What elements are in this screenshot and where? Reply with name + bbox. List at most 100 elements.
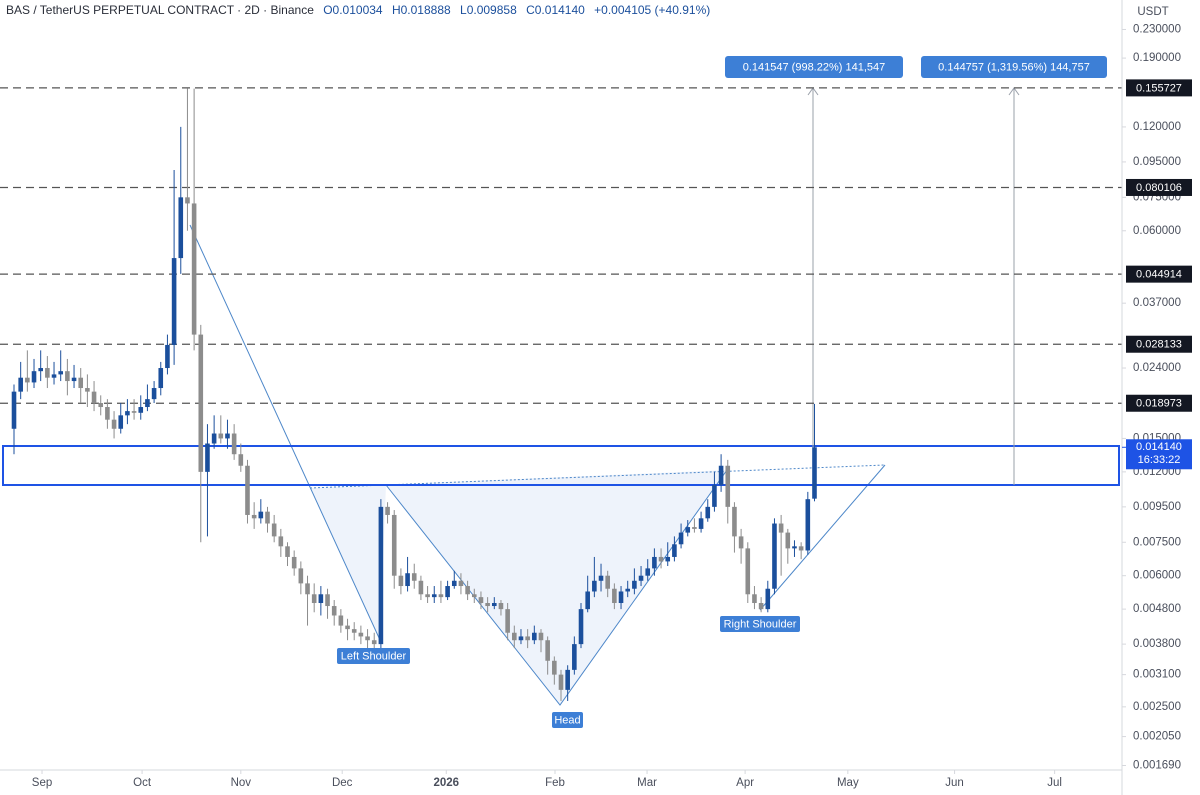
candle-body [405,573,410,587]
x-tick-label: Nov [231,777,252,789]
candle-body [445,586,450,598]
candle-body [225,433,230,439]
candle-body [752,594,757,604]
countdown: 16:33:22 [1138,454,1181,466]
pattern-fill [310,470,727,705]
candle-body [398,575,404,587]
candle-body [171,258,177,345]
candle-body [625,588,631,592]
y-axis-label: USDT [1137,6,1168,18]
candle-body [712,484,717,507]
candle-body [391,514,397,576]
candle-body [198,334,204,472]
candle-body [178,197,184,259]
candle-body [31,371,37,383]
candle-body [151,388,157,400]
candle-body [765,588,771,610]
candle-body [358,632,364,637]
y-tick-label: 0.120000 [1133,121,1181,133]
candle-body [45,368,50,378]
ohlc-high: H0.018888 [392,3,451,17]
candle-body [311,594,317,604]
ohlc-close: C0.014140 [526,3,585,17]
candle-body [411,573,417,581]
candle-body [672,544,677,557]
candle-body [685,527,691,533]
candle-body [705,506,711,519]
candle-body [265,511,270,524]
candle-body [125,411,130,416]
candle-body [291,556,297,569]
annotation: Head [554,714,580,726]
candle-body [538,632,544,641]
candle-body [592,580,597,592]
header: BAS / TetherUS PERPETUAL CONTRACT · 2D ·… [6,3,710,17]
candle-body [71,377,77,382]
candle-body [231,433,237,455]
level-label-box [1126,79,1192,97]
candle-body [105,407,110,420]
y-tick-label: 0.007500 [1133,536,1181,548]
x-tick-label: Apr [736,777,754,789]
pattern-lines [189,224,886,706]
candle-body [565,669,570,690]
candle-body [645,568,651,576]
target-label: 0.144757 (1,319.56%) 144,757 [938,61,1090,73]
candle-body [431,594,437,598]
candle-body [338,615,344,626]
candle-body [18,377,23,392]
y-tick-label: 0.190000 [1133,52,1181,64]
candle-body [331,606,337,616]
level-label: 0.028133 [1136,339,1182,351]
candle-body [471,594,477,598]
level-label: 0.044914 [1136,269,1182,281]
candle-body [211,433,217,444]
candle-body [605,575,610,589]
last-price-label: 0.014140 [1136,441,1182,453]
candle-body [205,443,210,472]
candle-body [558,674,564,690]
level-label-box [1126,335,1192,353]
candle-body [425,594,430,598]
candle-body [238,454,244,466]
candle-body [725,465,731,507]
candle-body [692,527,697,529]
candle-body [298,568,304,584]
candle-body [251,514,257,519]
level-label-box [1126,265,1192,283]
candle-body [11,391,17,429]
candle-body [78,377,84,389]
ohlc-low: L0.009858 [460,3,517,17]
candle-body [438,594,444,598]
candle-body [185,197,190,204]
target-label: 0.141547 (998.22%) 141,547 [743,61,886,73]
annotation: Left Shoulder [341,650,407,662]
candle-body [792,546,797,549]
ohlc-open: O0.010034 [323,3,383,17]
y-tick-label: 0.003100 [1133,669,1181,681]
candle-body [145,399,150,408]
x-tick-label: Sep [32,777,52,789]
candle-body [545,640,550,661]
candle-body [158,368,164,389]
zone [2,445,1120,486]
candle-body [451,580,457,587]
plot [0,87,1122,701]
symbol-title: BAS / TetherUS PERPETUAL CONTRACT · 2D ·… [6,3,314,17]
last-price-box [1126,439,1192,470]
candle-body [812,447,817,499]
x-tick-label: May [837,777,859,789]
candle-body [618,591,624,604]
y-tick-label: 0.002050 [1133,731,1181,743]
candle-body [745,548,751,595]
y-tick-label: 0.095000 [1133,156,1181,168]
x-tick-label: Feb [545,777,565,789]
candle-body [665,556,671,562]
candle-body [51,374,57,378]
candle-body [485,603,490,607]
candle-body [785,532,791,549]
candle-body [798,546,804,551]
candle-body [758,603,764,610]
